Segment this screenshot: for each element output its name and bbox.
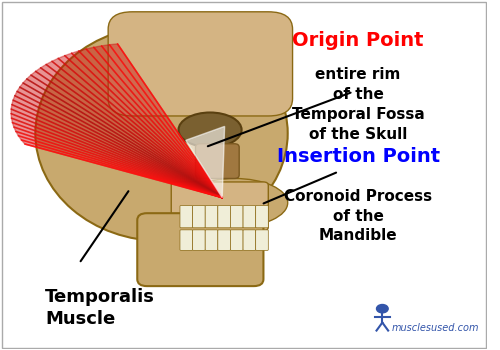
Ellipse shape xyxy=(181,178,288,227)
FancyBboxPatch shape xyxy=(205,205,218,228)
FancyBboxPatch shape xyxy=(192,230,205,250)
Ellipse shape xyxy=(36,26,288,241)
Polygon shape xyxy=(186,126,224,197)
FancyBboxPatch shape xyxy=(180,230,192,250)
FancyBboxPatch shape xyxy=(192,205,205,228)
FancyBboxPatch shape xyxy=(108,12,292,116)
Text: Origin Point: Origin Point xyxy=(292,31,424,50)
Text: Insertion Point: Insertion Point xyxy=(276,147,440,166)
Text: Temporalis
Muscle: Temporalis Muscle xyxy=(45,288,155,328)
Text: Coronoid Process
of the
Mandible: Coronoid Process of the Mandible xyxy=(284,189,432,244)
Text: entire rim
of the
Temporal Fossa
of the Skull: entire rim of the Temporal Fossa of the … xyxy=(292,67,424,142)
Ellipse shape xyxy=(178,112,242,147)
Text: musclesused.com: musclesused.com xyxy=(392,323,480,333)
FancyBboxPatch shape xyxy=(205,230,218,250)
Polygon shape xyxy=(11,44,222,197)
FancyBboxPatch shape xyxy=(230,230,243,250)
FancyBboxPatch shape xyxy=(138,213,264,286)
FancyBboxPatch shape xyxy=(196,144,239,178)
FancyBboxPatch shape xyxy=(256,230,268,250)
FancyBboxPatch shape xyxy=(230,205,243,228)
FancyBboxPatch shape xyxy=(243,205,256,228)
FancyBboxPatch shape xyxy=(243,230,256,250)
FancyBboxPatch shape xyxy=(256,205,268,228)
FancyBboxPatch shape xyxy=(180,205,192,228)
FancyBboxPatch shape xyxy=(218,230,230,250)
FancyBboxPatch shape xyxy=(171,182,268,231)
Circle shape xyxy=(376,304,388,313)
FancyBboxPatch shape xyxy=(218,205,230,228)
